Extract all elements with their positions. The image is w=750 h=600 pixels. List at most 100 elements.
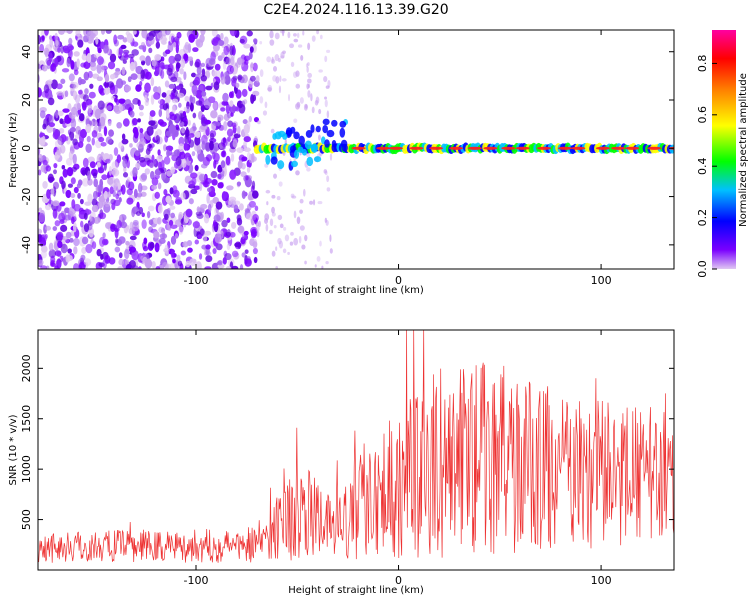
noise-blob bbox=[155, 41, 161, 49]
noise-blob bbox=[94, 108, 101, 120]
tone-peak bbox=[409, 146, 424, 150]
noise-blob bbox=[245, 213, 253, 220]
noise-blob bbox=[109, 73, 116, 80]
noise-blob bbox=[159, 233, 168, 240]
noise-blob bbox=[245, 175, 249, 181]
noise-blob bbox=[77, 39, 84, 48]
noise-blob bbox=[38, 169, 42, 176]
y-tick-label: 40 bbox=[20, 45, 33, 59]
noise-blob bbox=[200, 163, 208, 169]
noise-blob bbox=[271, 56, 274, 63]
noise-blob bbox=[279, 223, 284, 229]
noise-blob bbox=[289, 43, 295, 49]
noise-blob bbox=[85, 143, 92, 154]
noise-blob bbox=[293, 237, 299, 246]
noise-blob bbox=[217, 164, 223, 173]
noise-blob bbox=[64, 136, 69, 141]
noise-blob bbox=[287, 251, 290, 256]
noise-blob bbox=[92, 172, 98, 179]
noise-blob bbox=[189, 102, 194, 112]
noise-blob bbox=[91, 241, 97, 250]
spectrogram-marks bbox=[38, 30, 674, 269]
noise-blob bbox=[103, 126, 108, 137]
spectrogram-ylabel: Frequency (Hz) bbox=[8, 112, 19, 188]
noise-blob bbox=[179, 151, 186, 160]
noise-blob bbox=[85, 123, 92, 134]
x-tick-label: 0 bbox=[395, 274, 402, 287]
noise-blob bbox=[241, 88, 248, 97]
colorbar-tick-label: 0.6 bbox=[696, 106, 709, 124]
noise-blob bbox=[269, 229, 273, 235]
noise-blob bbox=[100, 64, 105, 73]
noise-blob bbox=[281, 78, 287, 82]
noise-blob bbox=[148, 47, 153, 54]
noise-blob bbox=[282, 248, 287, 254]
noise-blob bbox=[163, 144, 167, 152]
noise-blob bbox=[168, 55, 176, 65]
noise-blob bbox=[70, 83, 75, 89]
noise-blob bbox=[114, 246, 121, 253]
snr-series-line bbox=[38, 330, 674, 563]
noise-blob bbox=[103, 87, 110, 95]
noise-blob bbox=[80, 220, 84, 228]
noise-blob bbox=[232, 75, 238, 81]
noise-blob bbox=[149, 110, 156, 117]
noise-blob bbox=[198, 173, 207, 182]
noise-blob bbox=[246, 166, 251, 173]
noise-blob bbox=[121, 184, 126, 195]
noise-blob bbox=[249, 46, 254, 53]
noise-blob bbox=[148, 120, 156, 126]
noise-blob bbox=[170, 212, 176, 219]
noise-blob bbox=[289, 241, 294, 246]
noise-blob bbox=[119, 55, 126, 61]
noise-blob bbox=[111, 202, 116, 211]
noise-blob bbox=[67, 248, 72, 254]
noise-blob bbox=[293, 38, 299, 43]
noise-blob bbox=[248, 51, 253, 60]
noise-blob bbox=[284, 234, 290, 242]
noise-blob bbox=[201, 140, 206, 151]
noise-blob bbox=[325, 261, 329, 265]
noise-blob bbox=[117, 266, 124, 269]
noise-blob bbox=[115, 193, 120, 200]
noise-blob bbox=[311, 35, 316, 42]
noise-blob bbox=[77, 89, 83, 95]
feature-blob bbox=[282, 133, 288, 140]
noise-blob bbox=[38, 259, 44, 266]
noise-blob bbox=[69, 237, 74, 243]
noise-blob bbox=[230, 153, 235, 162]
noise-blob bbox=[314, 99, 319, 106]
noise-blob bbox=[174, 53, 182, 62]
noise-blob bbox=[68, 37, 73, 45]
noise-blob bbox=[220, 211, 225, 221]
feature-blob bbox=[301, 148, 308, 156]
noise-blob bbox=[60, 243, 68, 254]
noise-blob bbox=[279, 75, 282, 82]
noise-blob bbox=[236, 147, 244, 154]
noise-blob bbox=[227, 200, 233, 206]
noise-blob bbox=[132, 219, 139, 226]
noise-blob bbox=[50, 255, 56, 265]
noise-blob bbox=[81, 236, 89, 245]
noise-blob bbox=[192, 122, 196, 132]
noise-blob bbox=[38, 87, 42, 98]
noise-blob bbox=[128, 246, 137, 253]
noise-blob bbox=[45, 165, 52, 172]
noise-blob bbox=[139, 111, 144, 117]
tone-peak bbox=[595, 146, 610, 150]
noise-blob bbox=[176, 31, 182, 39]
noise-blob bbox=[220, 32, 224, 40]
noise-blob bbox=[68, 112, 76, 119]
noise-blob bbox=[66, 57, 71, 68]
noise-blob bbox=[223, 45, 230, 56]
noise-blob bbox=[137, 118, 141, 123]
noise-blob bbox=[47, 79, 53, 85]
noise-blob bbox=[138, 156, 146, 163]
noise-blob bbox=[166, 208, 171, 213]
noise-blob bbox=[277, 237, 282, 245]
x-tick-label: 100 bbox=[591, 274, 612, 287]
noise-blob bbox=[49, 37, 54, 48]
noise-blob bbox=[81, 178, 89, 187]
noise-blob bbox=[325, 219, 329, 226]
noise-blob bbox=[121, 138, 129, 145]
